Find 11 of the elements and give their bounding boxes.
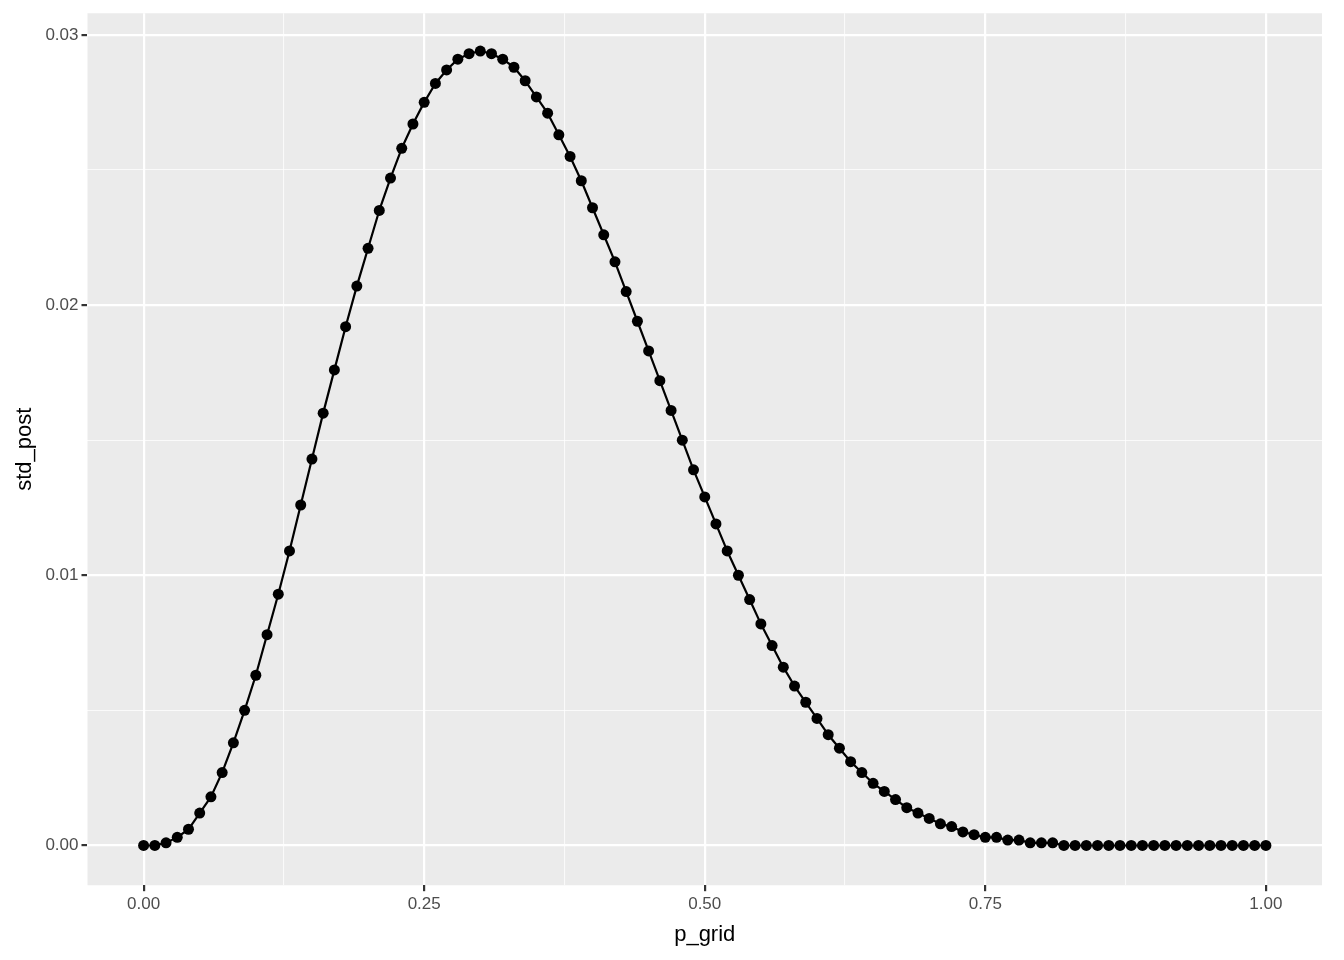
y-tick-label: 0.03 <box>45 24 79 44</box>
y-tick-label: 0.00 <box>45 835 79 855</box>
x-tick-label: 0.50 <box>688 894 722 914</box>
x-axis-title: p_grid <box>674 920 736 946</box>
x-tick-label: 0.75 <box>968 894 1002 914</box>
y-tick-label: 0.02 <box>45 294 79 314</box>
y-axis-title: std_post <box>11 407 37 491</box>
x-tick-label: 0.00 <box>127 894 161 914</box>
y-tick-label: 0.01 <box>45 564 79 584</box>
x-tick-label: 0.25 <box>407 894 441 914</box>
x-tick-label: 1.00 <box>1249 894 1283 914</box>
